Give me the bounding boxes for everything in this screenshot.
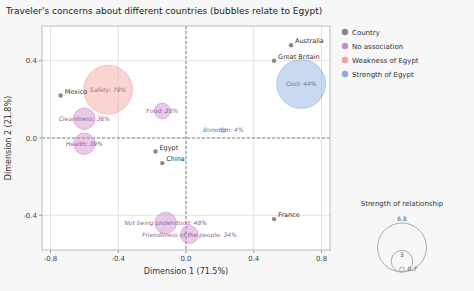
bubble-label: Food: 28% <box>146 107 178 114</box>
country-label: China <box>166 155 185 163</box>
background <box>0 0 474 291</box>
tick-label: -0.4 <box>23 212 37 220</box>
legend-marker <box>342 43 348 49</box>
country-point <box>289 43 293 47</box>
size-legend-label: 3 <box>400 251 404 258</box>
country-point <box>58 93 62 97</box>
legend-label: Country <box>352 29 380 37</box>
legend: Country No association Weakness of Egypt St… <box>342 29 419 79</box>
country-label: Egypt <box>160 144 179 152</box>
legend-marker <box>342 29 348 35</box>
legend-label: Strength of Egypt <box>352 71 414 79</box>
legend-marker <box>342 71 348 77</box>
country-label: Great Britain <box>278 53 320 61</box>
plot-area <box>42 26 330 250</box>
country-label: Mexico <box>65 88 88 96</box>
legend-marker <box>342 57 348 63</box>
labels: Safety: 78% Cleanliness: 36% Health: 39% Fo… <box>59 37 324 238</box>
grid-line <box>186 26 187 250</box>
bubble-label: Friendliness of the people: 34% <box>142 231 237 239</box>
tick-label: 0.0 <box>180 255 191 263</box>
size-legend-circle <box>399 267 404 272</box>
legend-label: No association <box>352 43 403 51</box>
country-label: France <box>278 211 300 219</box>
axes: -0.8 -0.4 0.0 0.4 0.8 -0.4 0.0 0.4 <box>23 26 330 263</box>
size-legend-circle <box>378 223 427 272</box>
country-point <box>272 217 276 221</box>
bubble-label: Safety: 78% <box>90 86 127 94</box>
bubble-label: Health: 39% <box>66 140 103 147</box>
size-legend-label: 0.7 <box>408 265 418 272</box>
title: Traveler's concerns about different coun… <box>5 6 322 16</box>
bubble-label: Boredom: 4% <box>203 126 244 133</box>
y-axis-label: Dimension 2 (21.8%) <box>4 96 13 180</box>
bubble-label: Cleanliness: 36% <box>59 115 111 122</box>
country-point <box>160 161 164 165</box>
country-point <box>153 149 157 153</box>
bubble <box>84 65 133 114</box>
frame <box>42 26 330 250</box>
tick-label: 0.4 <box>26 57 38 65</box>
size-legend-title: Strength of relationship <box>361 200 444 208</box>
origin-line <box>186 26 187 250</box>
tick-label: 0.0 <box>26 135 37 143</box>
size-legend-label: 6.8 <box>397 215 407 222</box>
bubble-label: Cost: 44% <box>286 80 317 87</box>
bubble-label: Not being understood: 48% <box>124 219 207 227</box>
country-label: Australia <box>295 37 324 45</box>
marks <box>58 43 325 243</box>
tick-label: 0.4 <box>248 255 260 263</box>
chart: Traveler's concerns about different coun… <box>0 0 474 291</box>
size-legend: Strength of relationship 6.8 3 0.7 <box>361 200 444 272</box>
x-axis-label: Dimension 1 (71.5%) <box>144 267 228 276</box>
tick-label: 0.8 <box>316 255 327 263</box>
country-point <box>272 59 276 63</box>
legend-label: Weakness of Egypt <box>352 57 419 65</box>
bubble <box>277 59 326 108</box>
tick-label: -0.8 <box>44 255 58 263</box>
tick-label: -0.4 <box>111 255 125 263</box>
